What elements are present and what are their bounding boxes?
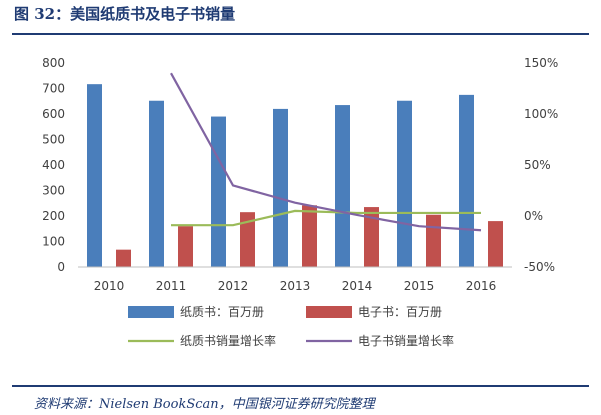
bar-print [149, 100, 164, 268]
y-right-tick-label: 50% [524, 158, 551, 172]
line-ebook-growth [170, 72, 482, 232]
line-print-growth [171, 209, 481, 227]
bar-print [397, 100, 412, 268]
x-tick-label: 2016 [466, 279, 497, 293]
y-left-tick-label: 300 [42, 184, 65, 198]
source-note: 资料来源：Nielsen BookScan，中国银河证券研究院整理 [34, 397, 375, 412]
bar-print [273, 108, 288, 268]
y-right-tick-label: 0% [524, 209, 543, 223]
bar-print [211, 116, 226, 267]
bar-ebook [488, 221, 503, 267]
y-left-tick-label: 500 [42, 133, 65, 147]
top-rule [12, 33, 589, 35]
y-left-tick-label: 0 [57, 260, 65, 274]
x-tick-label: 2010 [94, 279, 125, 293]
x-tick-label: 2015 [404, 279, 435, 293]
bar-print [335, 105, 350, 267]
x-tick-label: 2013 [280, 279, 311, 293]
legend-swatch [128, 306, 174, 318]
bottom-rule [12, 385, 589, 387]
y-right-tick-label: 150% [524, 56, 558, 70]
y-left-tick-label: 700 [42, 82, 65, 96]
figure-title: 图 32：美国纸质书及电子书销量 [14, 5, 236, 23]
bar-ebook [426, 214, 441, 267]
bar-ebook [116, 249, 131, 267]
bar-print [459, 94, 474, 267]
y-left-tick-label: 100 [42, 235, 65, 249]
x-tick-label: 2014 [342, 279, 373, 293]
x-tick-label: 2012 [218, 279, 249, 293]
bar-ebook [178, 226, 193, 267]
legend-label: 电子书：百万册 [358, 305, 442, 319]
bar-ebook [302, 205, 317, 267]
y-left-tick-label: 600 [42, 107, 65, 121]
legend-swatch [306, 306, 352, 318]
legend-label: 纸质书销量增长率 [180, 333, 276, 348]
y-left-tick-label: 800 [42, 56, 65, 70]
legend-label: 电子书销量增长率 [358, 333, 454, 348]
bar-ebook [364, 207, 379, 267]
y-right-tick-label: -50% [524, 260, 555, 274]
bar-ebook [240, 212, 255, 267]
legend-label: 纸质书：百万册 [180, 305, 264, 319]
bar-print [87, 84, 102, 267]
y-left-tick-label: 400 [42, 158, 65, 172]
y-left-tick-label: 200 [42, 209, 65, 223]
x-tick-label: 2011 [156, 279, 187, 293]
y-right-tick-label: 100% [524, 107, 558, 121]
